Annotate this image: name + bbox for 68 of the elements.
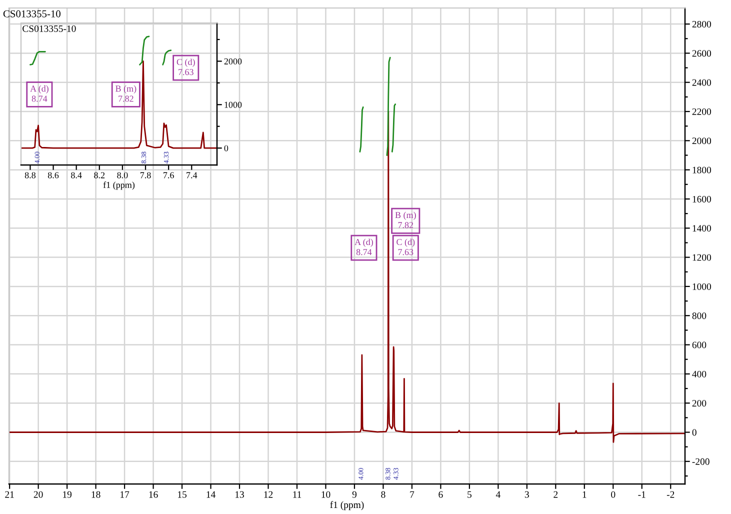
x-tick-label: 2 [554, 491, 558, 498]
x-tick-label: 8.0 [117, 172, 128, 178]
y-tick-label: 1600 [692, 196, 712, 202]
x-tick-label: -2 [666, 491, 674, 498]
x-tick-label: 9 [352, 491, 357, 498]
x-tick-label: 13 [236, 491, 244, 498]
x-tick-label: 11 [293, 491, 302, 498]
line-series [386, 56, 391, 156]
y-tick-label: 200 [692, 400, 706, 407]
x-tick-label: 16 [149, 491, 158, 498]
y-tick-label: 2000 [692, 138, 712, 144]
x-tick-label: 8.4 [71, 172, 82, 178]
x-tick-label: 17 [120, 491, 130, 498]
x-tick-label: 1 [582, 491, 586, 498]
x-axis-title: f1 (ppm) [330, 501, 364, 510]
x-tick-label: 19 [63, 491, 72, 498]
x-tick-label: -1 [638, 491, 646, 498]
y-tick-label: 0 [224, 145, 228, 152]
y-tick-label: 400 [692, 370, 706, 378]
x-tick-label: 18 [92, 491, 100, 498]
line-series [139, 36, 150, 66]
y-tick-label: -200 [692, 458, 710, 465]
y-tick-label: 0 [692, 429, 696, 436]
line-series [30, 50, 46, 66]
x-tick-label: 8.2 [94, 172, 105, 178]
annotation: B (m) 7.82 [395, 212, 416, 228]
x-tick-label: 6 [438, 491, 443, 498]
x-tick-label: 3 [524, 491, 529, 498]
chart-title: CS013355-10 [3, 10, 60, 18]
x-tick-label: 7.8 [140, 172, 151, 178]
x-tick-label: 4 [496, 491, 500, 498]
x-tick-label: 14 [206, 491, 216, 498]
line-series [391, 104, 396, 152]
annotation: C (d) 7.63 [396, 238, 415, 256]
annotation: A (d) 8.74 [354, 238, 373, 256]
x-tick-label: 15 [178, 491, 187, 498]
y-tick-label: 1200 [692, 254, 712, 261]
line-series [162, 50, 172, 66]
line-series [359, 106, 364, 152]
y-tick-label: 800 [692, 312, 706, 320]
y-tick-label: 1000 [224, 102, 242, 108]
y-tick-label: 2200 [692, 108, 712, 115]
x-axis-title: f1 (ppm) [103, 182, 135, 190]
x-tick-label: 7.6 [164, 172, 174, 178]
y-tick-label: 1000 [692, 283, 712, 290]
x-tick-label: 21 [5, 491, 14, 498]
line-series [21, 60, 217, 149]
y-tick-label: 2000 [224, 58, 242, 64]
y-tick-label: 2400 [692, 79, 712, 86]
x-tick-label: 7 [410, 491, 414, 498]
x-tick-label: 8.6 [48, 172, 59, 178]
x-tick-label: 8 [381, 491, 386, 498]
chart-title: CS013355-10 [22, 25, 76, 32]
x-tick-label: 20 [34, 491, 43, 498]
y-tick-label: 2600 [692, 50, 712, 57]
x-tick-label: 12 [264, 491, 273, 498]
x-tick-label: 7.4 [186, 172, 198, 178]
x-tick-label: 5 [468, 491, 472, 498]
y-tick-label: 1400 [692, 225, 712, 232]
x-tick-label: 10 [322, 491, 330, 498]
annotation: A (d) 8.74 [30, 85, 48, 102]
x-tick-label: 8.8 [24, 172, 36, 178]
y-tick-label: 2800 [692, 20, 712, 28]
y-tick-label: 600 [692, 342, 706, 348]
annotation: C (d) 7.63 [176, 58, 195, 76]
y-tick-label: 1800 [692, 166, 712, 174]
x-tick-label: 0 [611, 491, 616, 498]
annotation: B (m) 7.82 [116, 85, 136, 102]
